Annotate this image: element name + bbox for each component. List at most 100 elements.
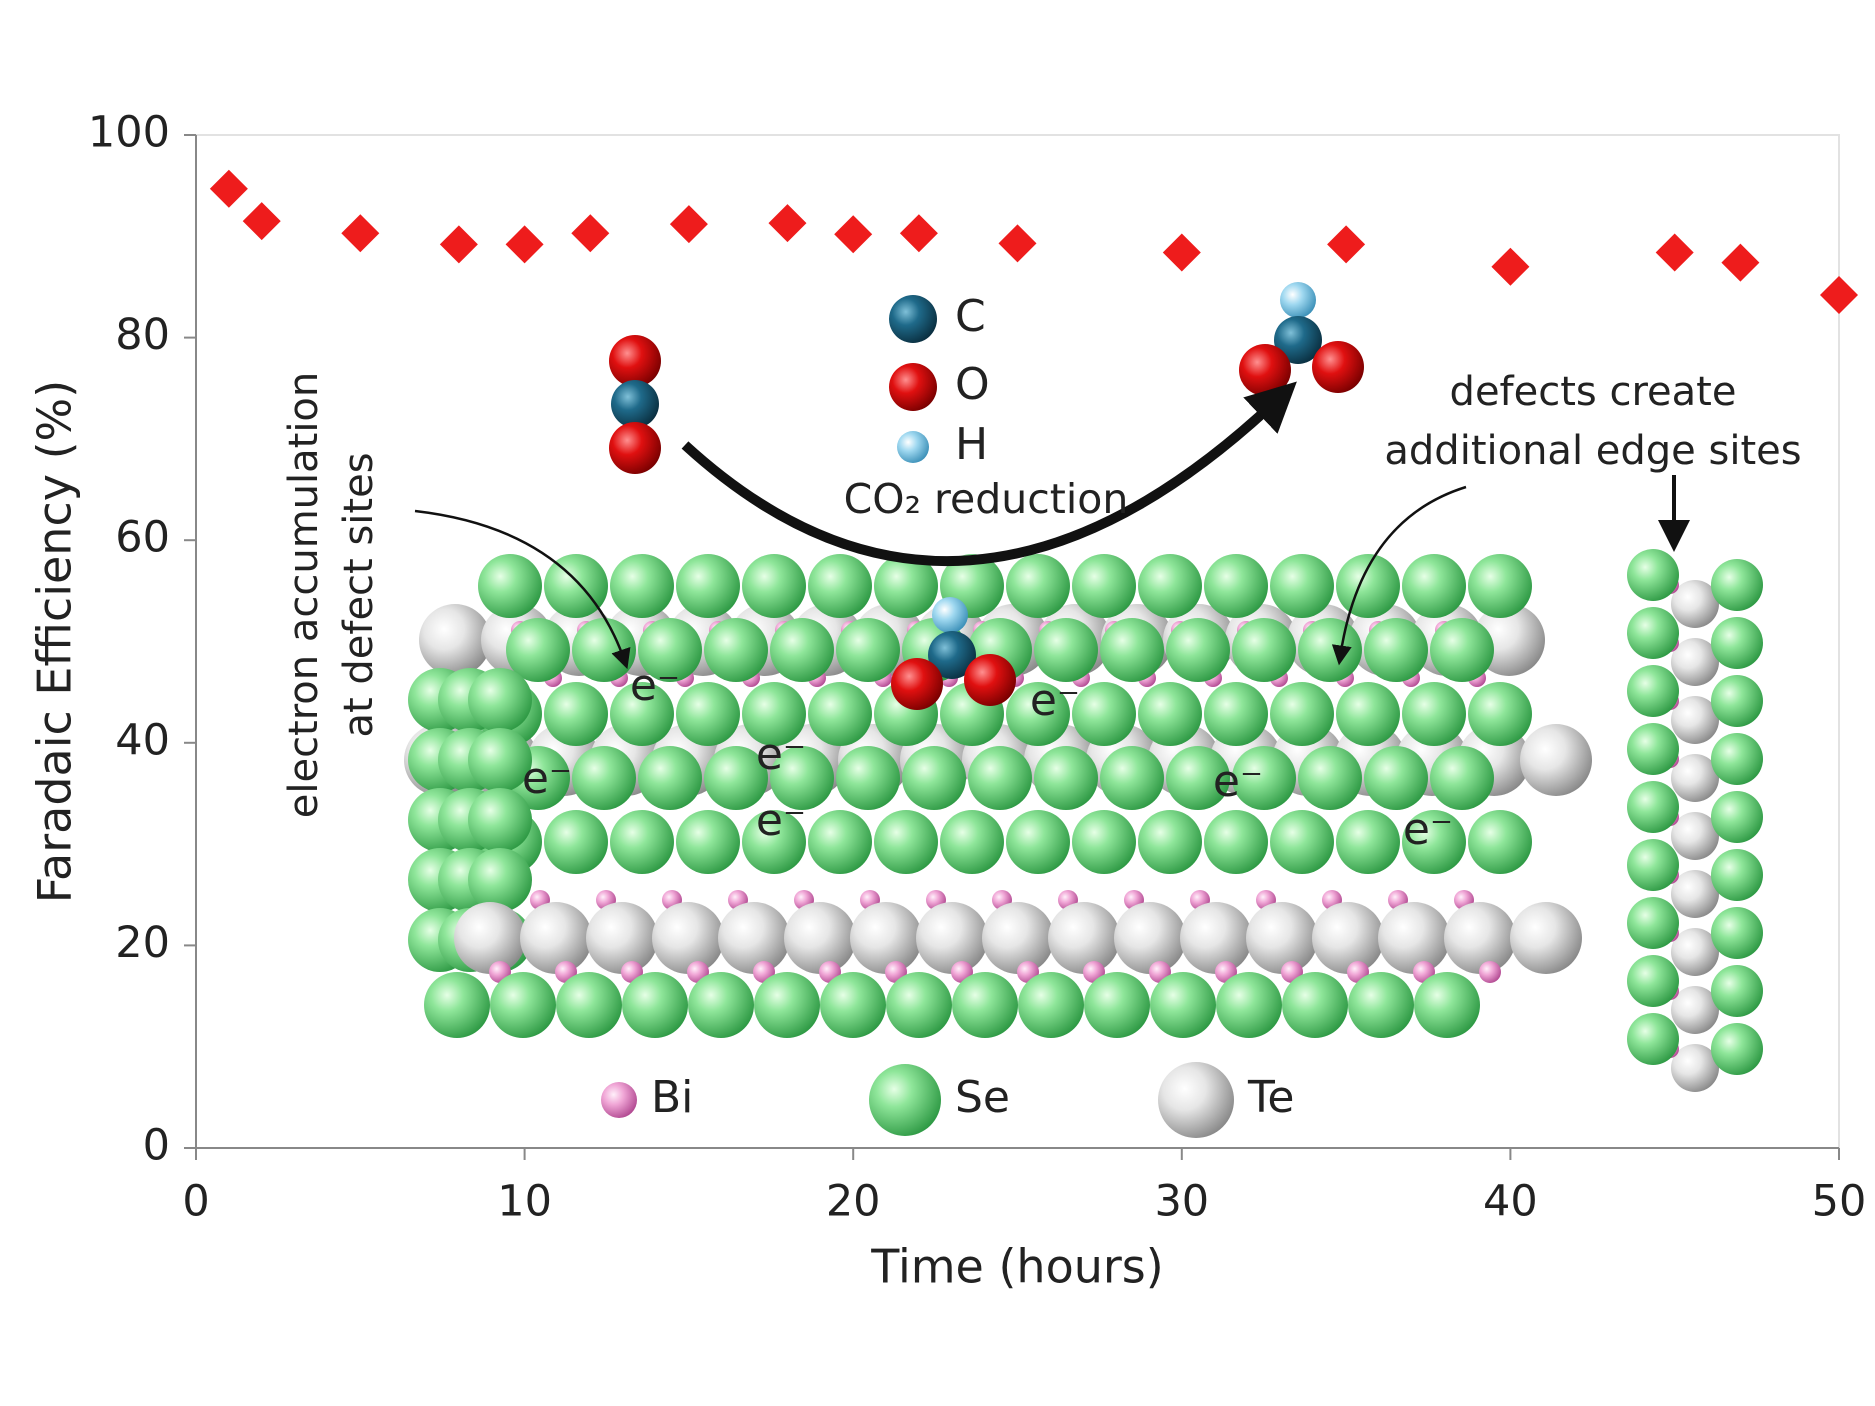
atom [940, 810, 1004, 874]
atom [1711, 849, 1763, 901]
atom [850, 902, 922, 974]
note-text: defects create [1450, 369, 1737, 415]
atom [1232, 746, 1296, 810]
y-tick-label: 100 [88, 108, 170, 158]
atom [506, 618, 570, 682]
electron-label: e⁻ [522, 753, 572, 804]
data-point [1162, 233, 1201, 272]
atom [610, 554, 674, 618]
atom [490, 972, 556, 1038]
atom [1239, 344, 1291, 396]
atom [1180, 902, 1252, 974]
note-arrow [414, 509, 631, 670]
x-tick-label: 40 [1483, 1177, 1538, 1227]
atom [1671, 580, 1719, 628]
atom [808, 810, 872, 874]
y-tick-label: 0 [143, 1121, 170, 1171]
atom [1138, 554, 1202, 618]
atom [1627, 723, 1679, 775]
y-tick-label: 80 [115, 310, 170, 360]
atom [419, 604, 491, 676]
atom [1671, 638, 1719, 686]
atom [424, 972, 490, 1038]
atom [808, 682, 872, 746]
note-text: at defect sites [336, 452, 382, 737]
atom [1364, 618, 1428, 682]
atom [1312, 341, 1364, 393]
x-tick-label: 30 [1154, 1177, 1209, 1227]
atom [808, 554, 872, 618]
atom [1048, 902, 1120, 974]
electron-label: e⁻ [756, 729, 806, 780]
atom [1138, 682, 1202, 746]
atom [874, 554, 938, 618]
atom [704, 618, 768, 682]
atom [1671, 754, 1719, 802]
atom [586, 902, 658, 974]
atom [544, 682, 608, 746]
atom [1711, 1023, 1763, 1075]
atom [1627, 665, 1679, 717]
atom [1444, 902, 1516, 974]
atom [1204, 810, 1268, 874]
atom-legend-label: C [955, 291, 986, 342]
atom [468, 848, 532, 912]
atom [1312, 902, 1384, 974]
atom [544, 810, 608, 874]
atom [638, 618, 702, 682]
atom [1402, 554, 1466, 618]
x-tick-label: 0 [182, 1177, 209, 1227]
atom [1671, 812, 1719, 860]
atom [676, 682, 740, 746]
atom [1510, 902, 1582, 974]
atom [952, 972, 1018, 1038]
atom [1468, 554, 1532, 618]
reaction-label: CO₂ reduction [844, 475, 1129, 523]
atom [1711, 791, 1763, 843]
atom [704, 746, 768, 810]
atom [874, 810, 938, 874]
data-point [768, 204, 807, 243]
atom [1298, 746, 1362, 810]
atom [1006, 554, 1070, 618]
atom [982, 902, 1054, 974]
atom [1468, 810, 1532, 874]
atom [1138, 810, 1202, 874]
atom [609, 422, 661, 474]
atom [468, 728, 532, 792]
x-tick-label: 50 [1812, 1177, 1867, 1227]
atom [1711, 675, 1763, 727]
data-point [341, 214, 380, 253]
atom [638, 746, 702, 810]
note-text: electron accumulation [281, 372, 327, 819]
atom [1280, 282, 1316, 318]
atom [889, 363, 937, 411]
atom [1364, 746, 1428, 810]
y-tick-label: 60 [115, 513, 170, 563]
atom [468, 668, 532, 732]
data-marks [209, 169, 1858, 315]
atom [742, 554, 806, 618]
atom [1034, 618, 1098, 682]
atom [754, 972, 820, 1038]
atom [1166, 618, 1230, 682]
atom [1627, 781, 1679, 833]
data-point [505, 225, 544, 264]
atom-legend-label: H [955, 419, 988, 470]
atom [1468, 682, 1532, 746]
atom [1711, 733, 1763, 785]
x-axis-title: Time (hours) [870, 1240, 1163, 1294]
atom [1627, 955, 1679, 1007]
atom [1627, 839, 1679, 891]
atom [1479, 961, 1501, 983]
atom [1270, 810, 1334, 874]
atom [1627, 897, 1679, 949]
atom [1671, 870, 1719, 918]
atom [1520, 724, 1592, 796]
atom [1270, 682, 1334, 746]
data-point [1327, 225, 1366, 264]
atom [1402, 682, 1466, 746]
atom [622, 972, 688, 1038]
atom [1274, 316, 1322, 364]
atom [1072, 554, 1136, 618]
